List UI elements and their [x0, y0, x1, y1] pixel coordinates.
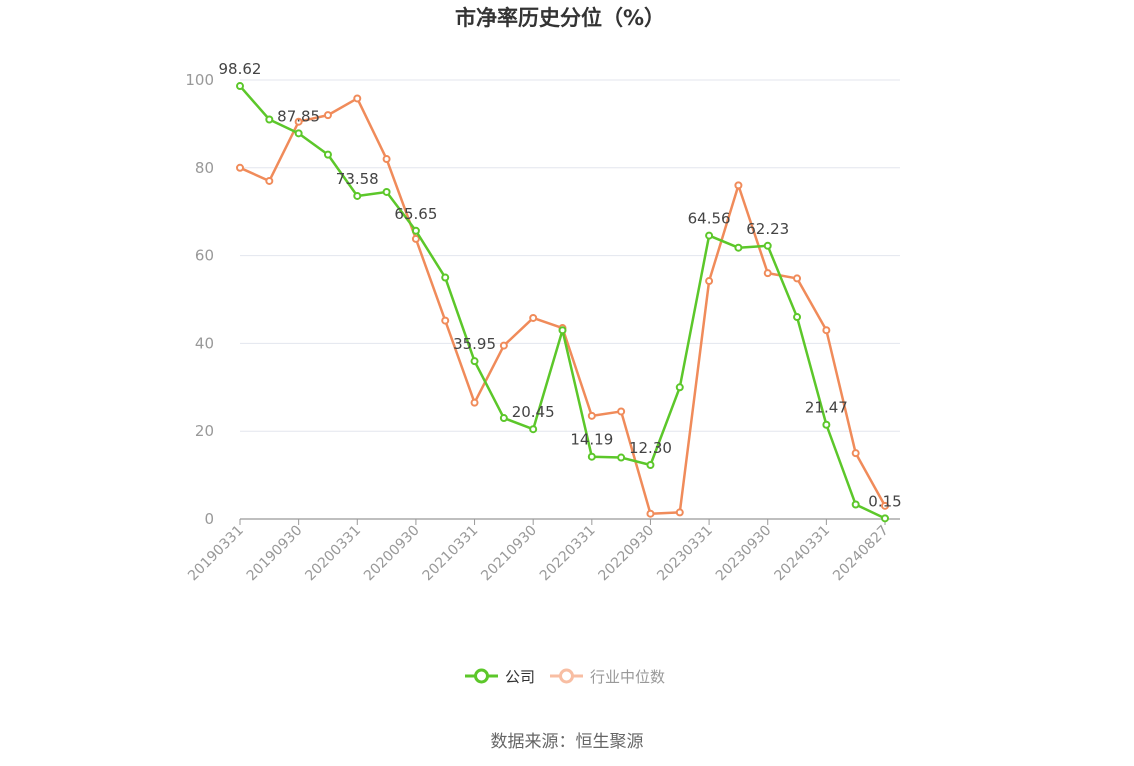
data-labels: 98.62 87.85 73.58 65.65 35.95 20.45 14.19 12.30…	[219, 60, 902, 510]
x-axis: 2019033120190930202003312020093020210331…	[185, 518, 900, 585]
data-point[interactable]	[675, 508, 684, 517]
y-tick-label: 100	[185, 71, 214, 89]
x-tick-label: 20210930	[478, 523, 540, 585]
data-point[interactable]	[294, 129, 303, 138]
series-line	[239, 97, 887, 515]
data-point[interactable]	[236, 163, 244, 172]
data-point[interactable]	[499, 341, 508, 350]
data-point[interactable]	[881, 514, 889, 523]
y-axis: 0 20 40 60 80 100	[185, 71, 214, 528]
x-tick-label: 20200930	[361, 523, 423, 585]
data-point[interactable]	[323, 111, 332, 120]
series-line	[239, 85, 886, 520]
data-label: 87.85	[277, 107, 320, 125]
data-point[interactable]	[265, 115, 274, 124]
data-point[interactable]	[441, 316, 450, 325]
data-point[interactable]	[617, 407, 626, 416]
series-industry-median	[236, 94, 889, 518]
y-tick-label: 0	[204, 510, 214, 528]
data-point[interactable]	[265, 176, 274, 185]
data-label: 35.95	[453, 335, 496, 353]
x-tick-label: 20190930	[244, 523, 306, 585]
y-tick-label: 20	[195, 422, 214, 440]
data-source: 数据来源：恒生聚源	[491, 732, 644, 752]
legend-label: 行业中位数	[590, 668, 665, 686]
y-tick-label: 60	[195, 247, 214, 265]
data-point[interactable]	[382, 187, 391, 196]
legend-marker-icon	[474, 668, 489, 684]
data-label: 14.19	[570, 431, 613, 449]
data-point[interactable]	[323, 150, 332, 159]
grid-lines	[240, 79, 900, 432]
data-point[interactable]	[529, 313, 538, 322]
legend[interactable]: 公司 行业中位数	[465, 668, 665, 686]
data-label: 98.62	[219, 60, 262, 78]
legend-item-company[interactable]: 公司	[465, 668, 535, 686]
x-tick-label: 20220331	[537, 523, 599, 585]
data-point[interactable]	[499, 414, 508, 423]
data-label: 62.23	[746, 220, 789, 238]
data-point[interactable]	[851, 500, 860, 509]
data-point[interactable]	[646, 461, 655, 470]
x-tick-label: 20230930	[713, 523, 775, 585]
data-point[interactable]	[353, 191, 362, 200]
data-point[interactable]	[851, 449, 860, 458]
legend-item-industry-median[interactable]: 行业中位数	[550, 668, 665, 686]
data-point[interactable]	[881, 501, 889, 510]
data-point[interactable]	[617, 453, 626, 462]
data-label: 0.15	[868, 492, 901, 510]
y-tick-label: 40	[195, 334, 214, 352]
x-tick-label: 20240827	[830, 523, 892, 585]
data-point[interactable]	[646, 509, 655, 518]
data-point[interactable]	[470, 357, 479, 366]
data-point[interactable]	[587, 452, 596, 461]
data-point[interactable]	[587, 411, 596, 420]
data-point[interactable]	[529, 425, 538, 434]
x-tick-label: 20190331	[185, 523, 247, 585]
data-point[interactable]	[793, 313, 802, 322]
x-tick-label: 20200331	[302, 523, 364, 585]
data-point[interactable]	[763, 241, 772, 250]
data-label: 64.56	[688, 210, 731, 228]
data-point[interactable]	[734, 181, 743, 190]
data-point[interactable]	[353, 94, 362, 103]
x-tick-label: 20220930	[596, 523, 658, 585]
data-point[interactable]	[558, 326, 567, 335]
y-tick-label: 80	[195, 159, 214, 177]
data-label: 12.30	[629, 439, 672, 457]
data-point[interactable]	[822, 420, 831, 429]
data-point[interactable]	[822, 326, 831, 335]
data-point[interactable]	[793, 274, 802, 283]
data-point[interactable]	[294, 117, 303, 126]
data-label: 65.65	[394, 205, 437, 223]
data-label: 73.58	[336, 170, 379, 188]
data-point[interactable]	[763, 269, 772, 278]
chart-title: 市净率历史分位（%）	[455, 6, 665, 30]
x-tick-label: 20210331	[420, 523, 482, 585]
data-point[interactable]	[734, 243, 743, 252]
data-label: 20.45	[512, 403, 555, 421]
data-point[interactable]	[411, 226, 420, 235]
series-company	[236, 82, 889, 523]
x-tick-label: 20230331	[654, 523, 716, 585]
data-label: 21.47	[805, 399, 848, 417]
legend-marker-icon	[559, 668, 574, 684]
data-point[interactable]	[675, 383, 684, 392]
data-point[interactable]	[382, 155, 391, 164]
data-point[interactable]	[236, 82, 244, 91]
data-point[interactable]	[705, 277, 714, 286]
data-point[interactable]	[441, 273, 450, 282]
data-point[interactable]	[470, 398, 479, 407]
data-point[interactable]	[411, 234, 420, 243]
x-tick-label: 20240331	[771, 523, 833, 585]
legend-label: 公司	[505, 668, 535, 686]
series-group	[236, 82, 889, 523]
data-point[interactable]	[705, 231, 714, 240]
